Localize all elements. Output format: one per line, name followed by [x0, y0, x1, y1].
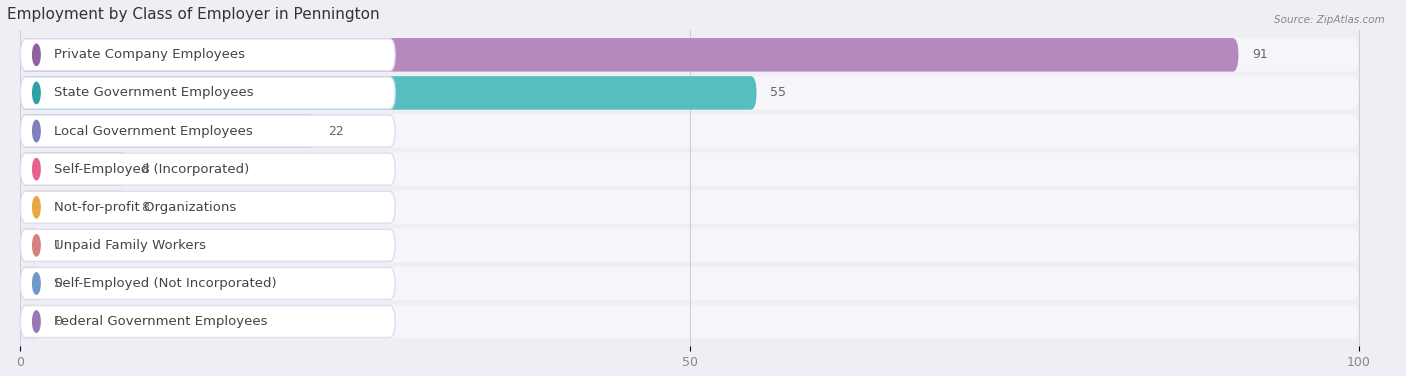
FancyBboxPatch shape — [20, 267, 395, 299]
Text: Unpaid Family Workers: Unpaid Family Workers — [53, 239, 205, 252]
FancyBboxPatch shape — [20, 114, 315, 148]
FancyBboxPatch shape — [20, 76, 756, 110]
Text: Federal Government Employees: Federal Government Employees — [53, 315, 267, 328]
Text: 0: 0 — [53, 315, 62, 328]
Text: 8: 8 — [141, 201, 149, 214]
FancyBboxPatch shape — [20, 267, 1358, 300]
FancyBboxPatch shape — [20, 305, 41, 338]
Text: 91: 91 — [1251, 49, 1268, 61]
FancyBboxPatch shape — [20, 267, 41, 300]
FancyBboxPatch shape — [20, 306, 395, 338]
Circle shape — [32, 311, 41, 332]
Circle shape — [32, 235, 41, 256]
Text: 1: 1 — [53, 239, 62, 252]
FancyBboxPatch shape — [20, 229, 1358, 262]
Text: Self-Employed (Not Incorporated): Self-Employed (Not Incorporated) — [53, 277, 277, 290]
Circle shape — [32, 120, 41, 142]
FancyBboxPatch shape — [20, 152, 128, 186]
FancyBboxPatch shape — [20, 38, 1358, 71]
Circle shape — [32, 197, 41, 218]
Text: State Government Employees: State Government Employees — [53, 86, 253, 99]
Circle shape — [32, 44, 41, 65]
Text: 22: 22 — [328, 124, 344, 138]
Text: Source: ZipAtlas.com: Source: ZipAtlas.com — [1274, 15, 1385, 25]
Text: Local Government Employees: Local Government Employees — [53, 124, 253, 138]
FancyBboxPatch shape — [20, 152, 1358, 186]
Text: Self-Employed (Incorporated): Self-Employed (Incorporated) — [53, 163, 249, 176]
FancyBboxPatch shape — [20, 114, 1358, 148]
FancyBboxPatch shape — [20, 191, 395, 223]
Text: 8: 8 — [141, 163, 149, 176]
Circle shape — [32, 82, 41, 104]
FancyBboxPatch shape — [20, 115, 395, 147]
FancyBboxPatch shape — [20, 39, 395, 71]
Text: 0: 0 — [53, 277, 62, 290]
FancyBboxPatch shape — [20, 229, 41, 262]
Text: Not-for-profit Organizations: Not-for-profit Organizations — [53, 201, 236, 214]
FancyBboxPatch shape — [20, 38, 1239, 71]
FancyBboxPatch shape — [20, 76, 1358, 110]
Circle shape — [32, 158, 41, 180]
FancyBboxPatch shape — [20, 305, 1358, 338]
Text: Employment by Class of Employer in Pennington: Employment by Class of Employer in Penni… — [7, 7, 380, 22]
Text: 55: 55 — [770, 86, 786, 99]
Text: Private Company Employees: Private Company Employees — [53, 49, 245, 61]
FancyBboxPatch shape — [20, 229, 395, 261]
FancyBboxPatch shape — [20, 153, 395, 185]
FancyBboxPatch shape — [20, 77, 395, 109]
FancyBboxPatch shape — [20, 191, 128, 224]
Circle shape — [32, 273, 41, 294]
FancyBboxPatch shape — [20, 191, 1358, 224]
